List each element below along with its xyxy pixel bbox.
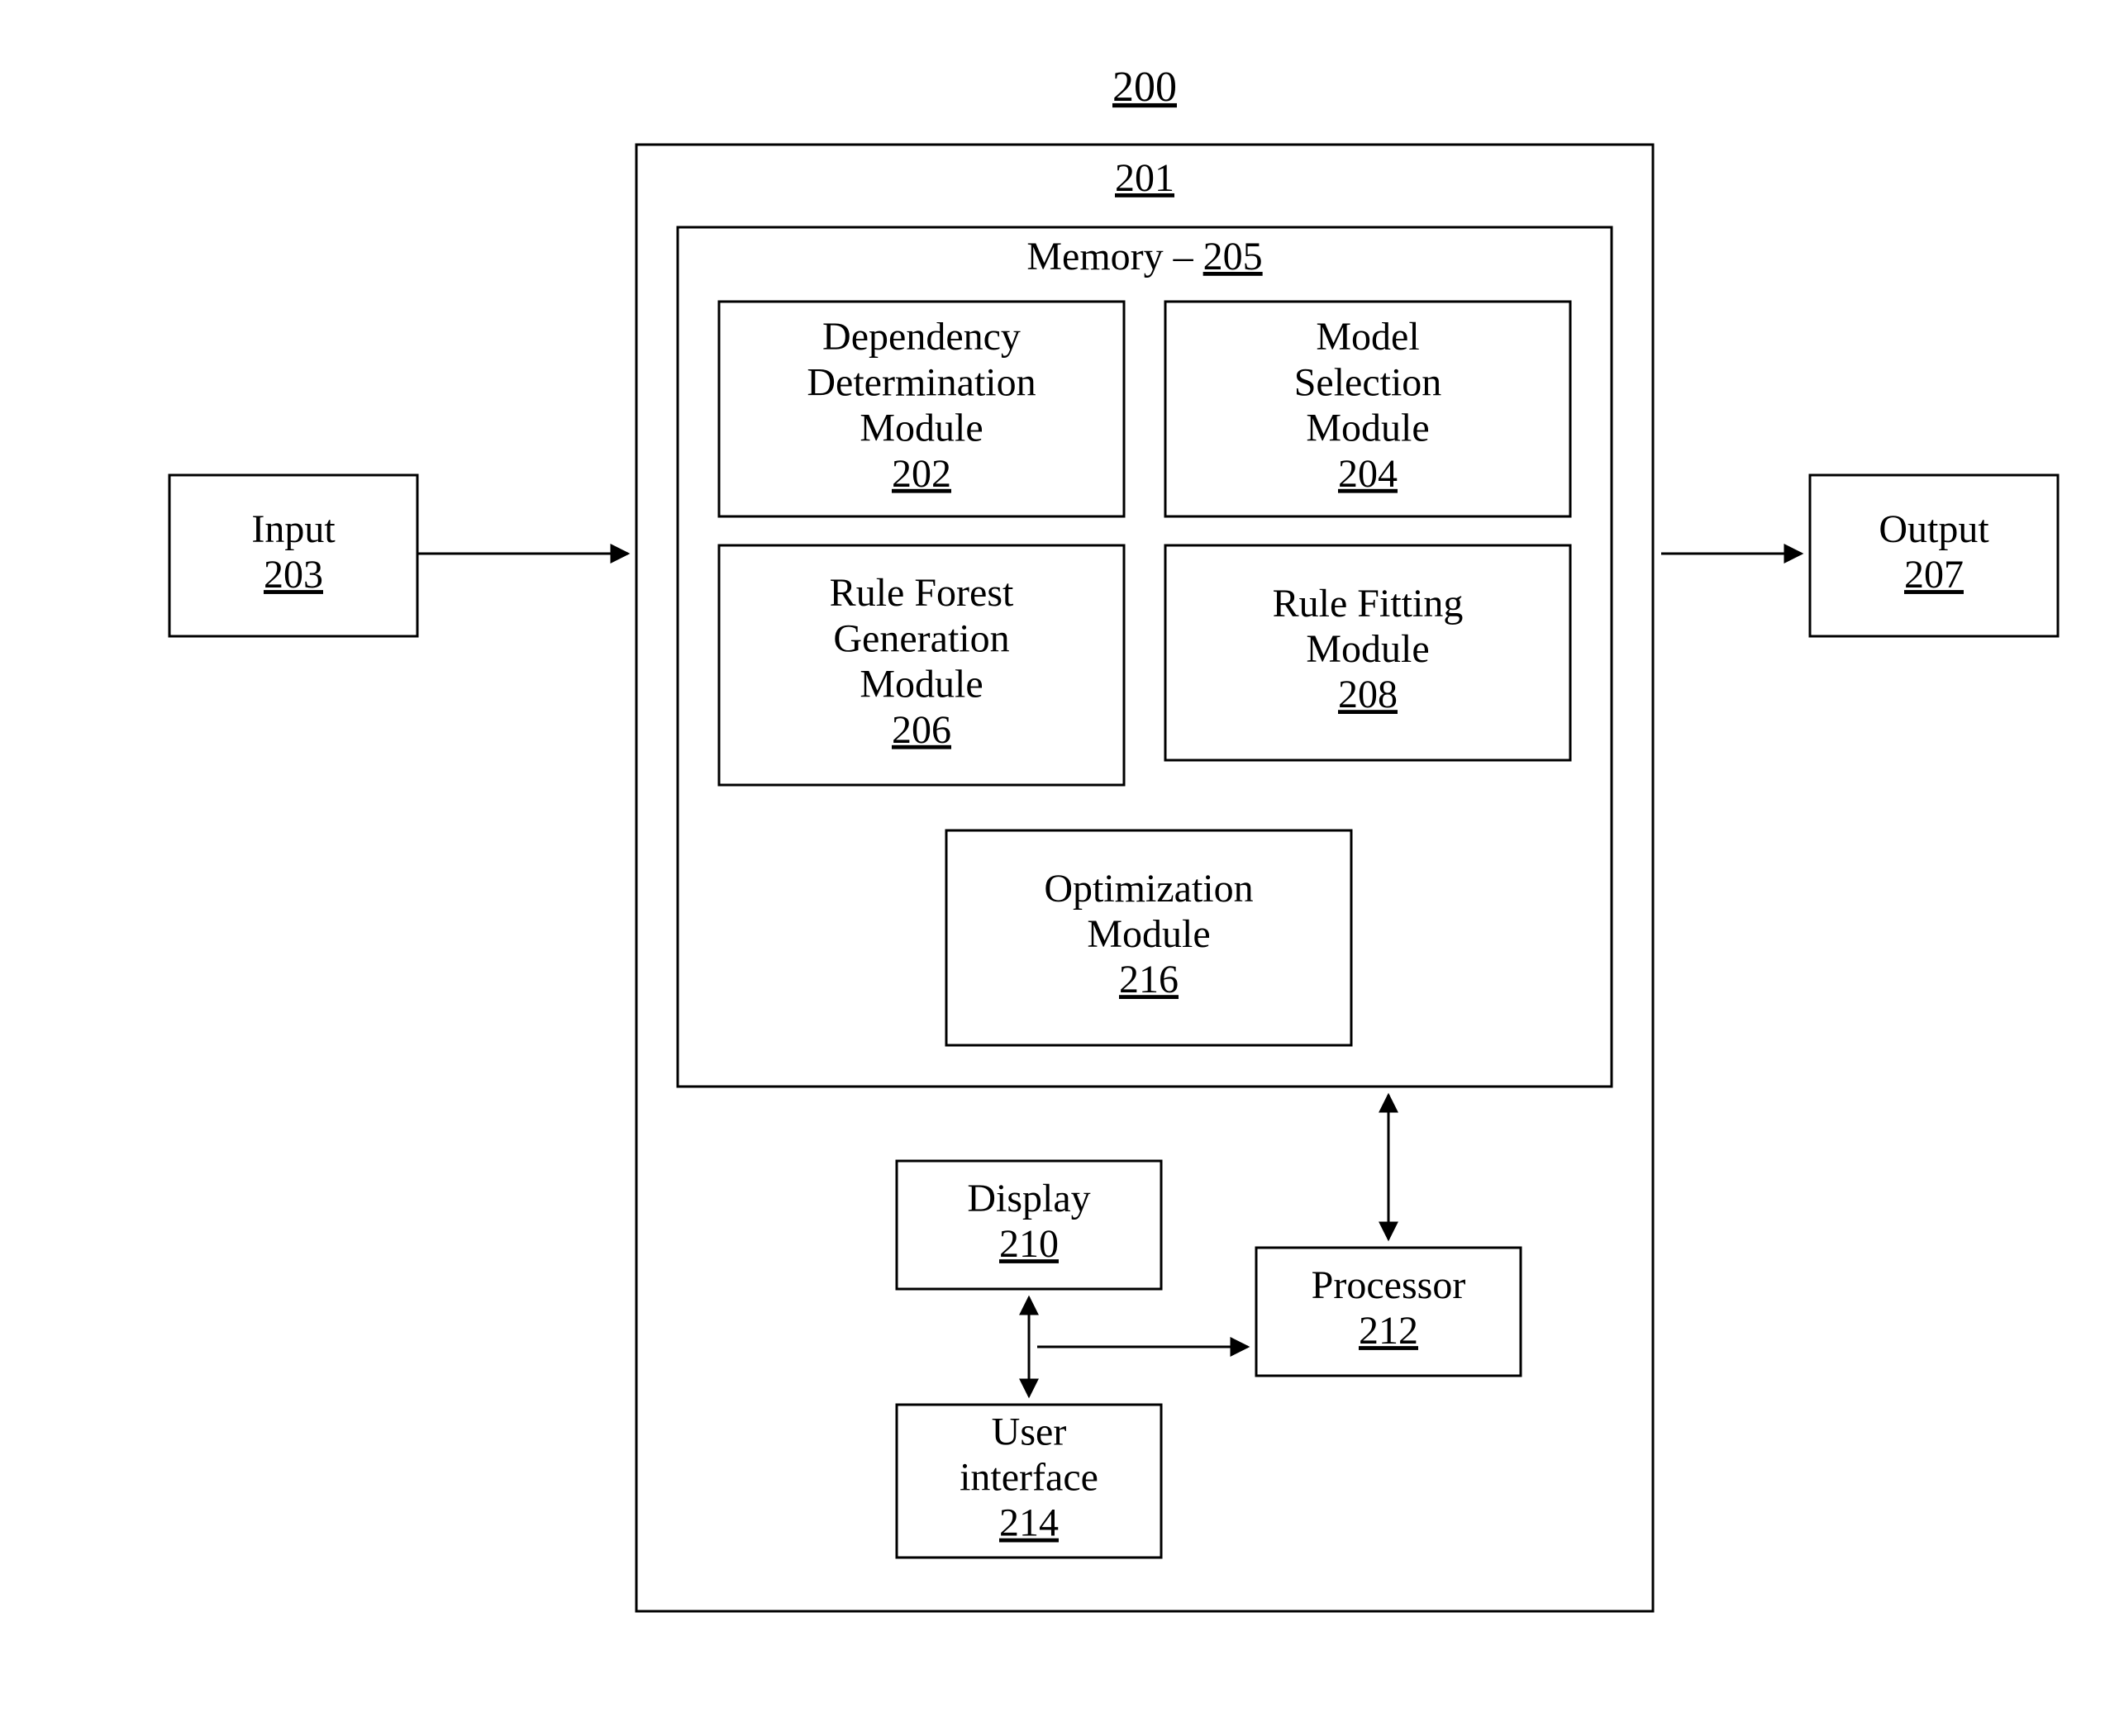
module-rule_fit-line1: Module [1306, 627, 1429, 671]
output-number: 207 [1904, 553, 1964, 597]
module-model_sel-number: 204 [1338, 452, 1398, 496]
system-number: 201 [1115, 156, 1174, 200]
module-rule_fit-number: 208 [1338, 673, 1398, 716]
display-line0: Display [967, 1177, 1090, 1220]
userif-number: 214 [999, 1501, 1059, 1545]
module-rule_forest-line2: Module [860, 663, 983, 706]
memory-label: Memory – 205 [1026, 235, 1262, 278]
module-optim-line0: Optimization [1044, 867, 1253, 911]
module-dependency-line1: Determination [807, 360, 1036, 404]
module-dependency-line2: Module [860, 407, 983, 450]
userif-line1: interface [960, 1456, 1098, 1500]
display-number: 210 [999, 1222, 1059, 1266]
module-model_sel-line2: Module [1306, 407, 1429, 450]
input-line0: Input [251, 507, 336, 551]
module-model_sel-line0: Model [1316, 315, 1419, 359]
module-rule_forest-number: 206 [892, 708, 951, 752]
module-optim-number: 216 [1119, 958, 1179, 1001]
module-rule_forest-line0: Rule Forest [830, 571, 1014, 615]
figure-number: 200 [1112, 64, 1177, 111]
processor-number: 212 [1359, 1309, 1418, 1353]
input-number: 203 [264, 553, 323, 597]
output-line0: Output [1879, 507, 1989, 551]
module-model_sel-line1: Selection [1294, 360, 1442, 404]
module-dependency-number: 202 [892, 452, 951, 496]
processor-line0: Processor [1312, 1263, 1466, 1307]
module-optim-line1: Module [1087, 912, 1210, 956]
module-dependency-line0: Dependency [822, 315, 1021, 359]
module-rule_fit-line0: Rule Fitting [1273, 582, 1464, 625]
userif-line0: User [992, 1410, 1067, 1453]
module-rule_forest-line1: Generation [833, 616, 1009, 660]
